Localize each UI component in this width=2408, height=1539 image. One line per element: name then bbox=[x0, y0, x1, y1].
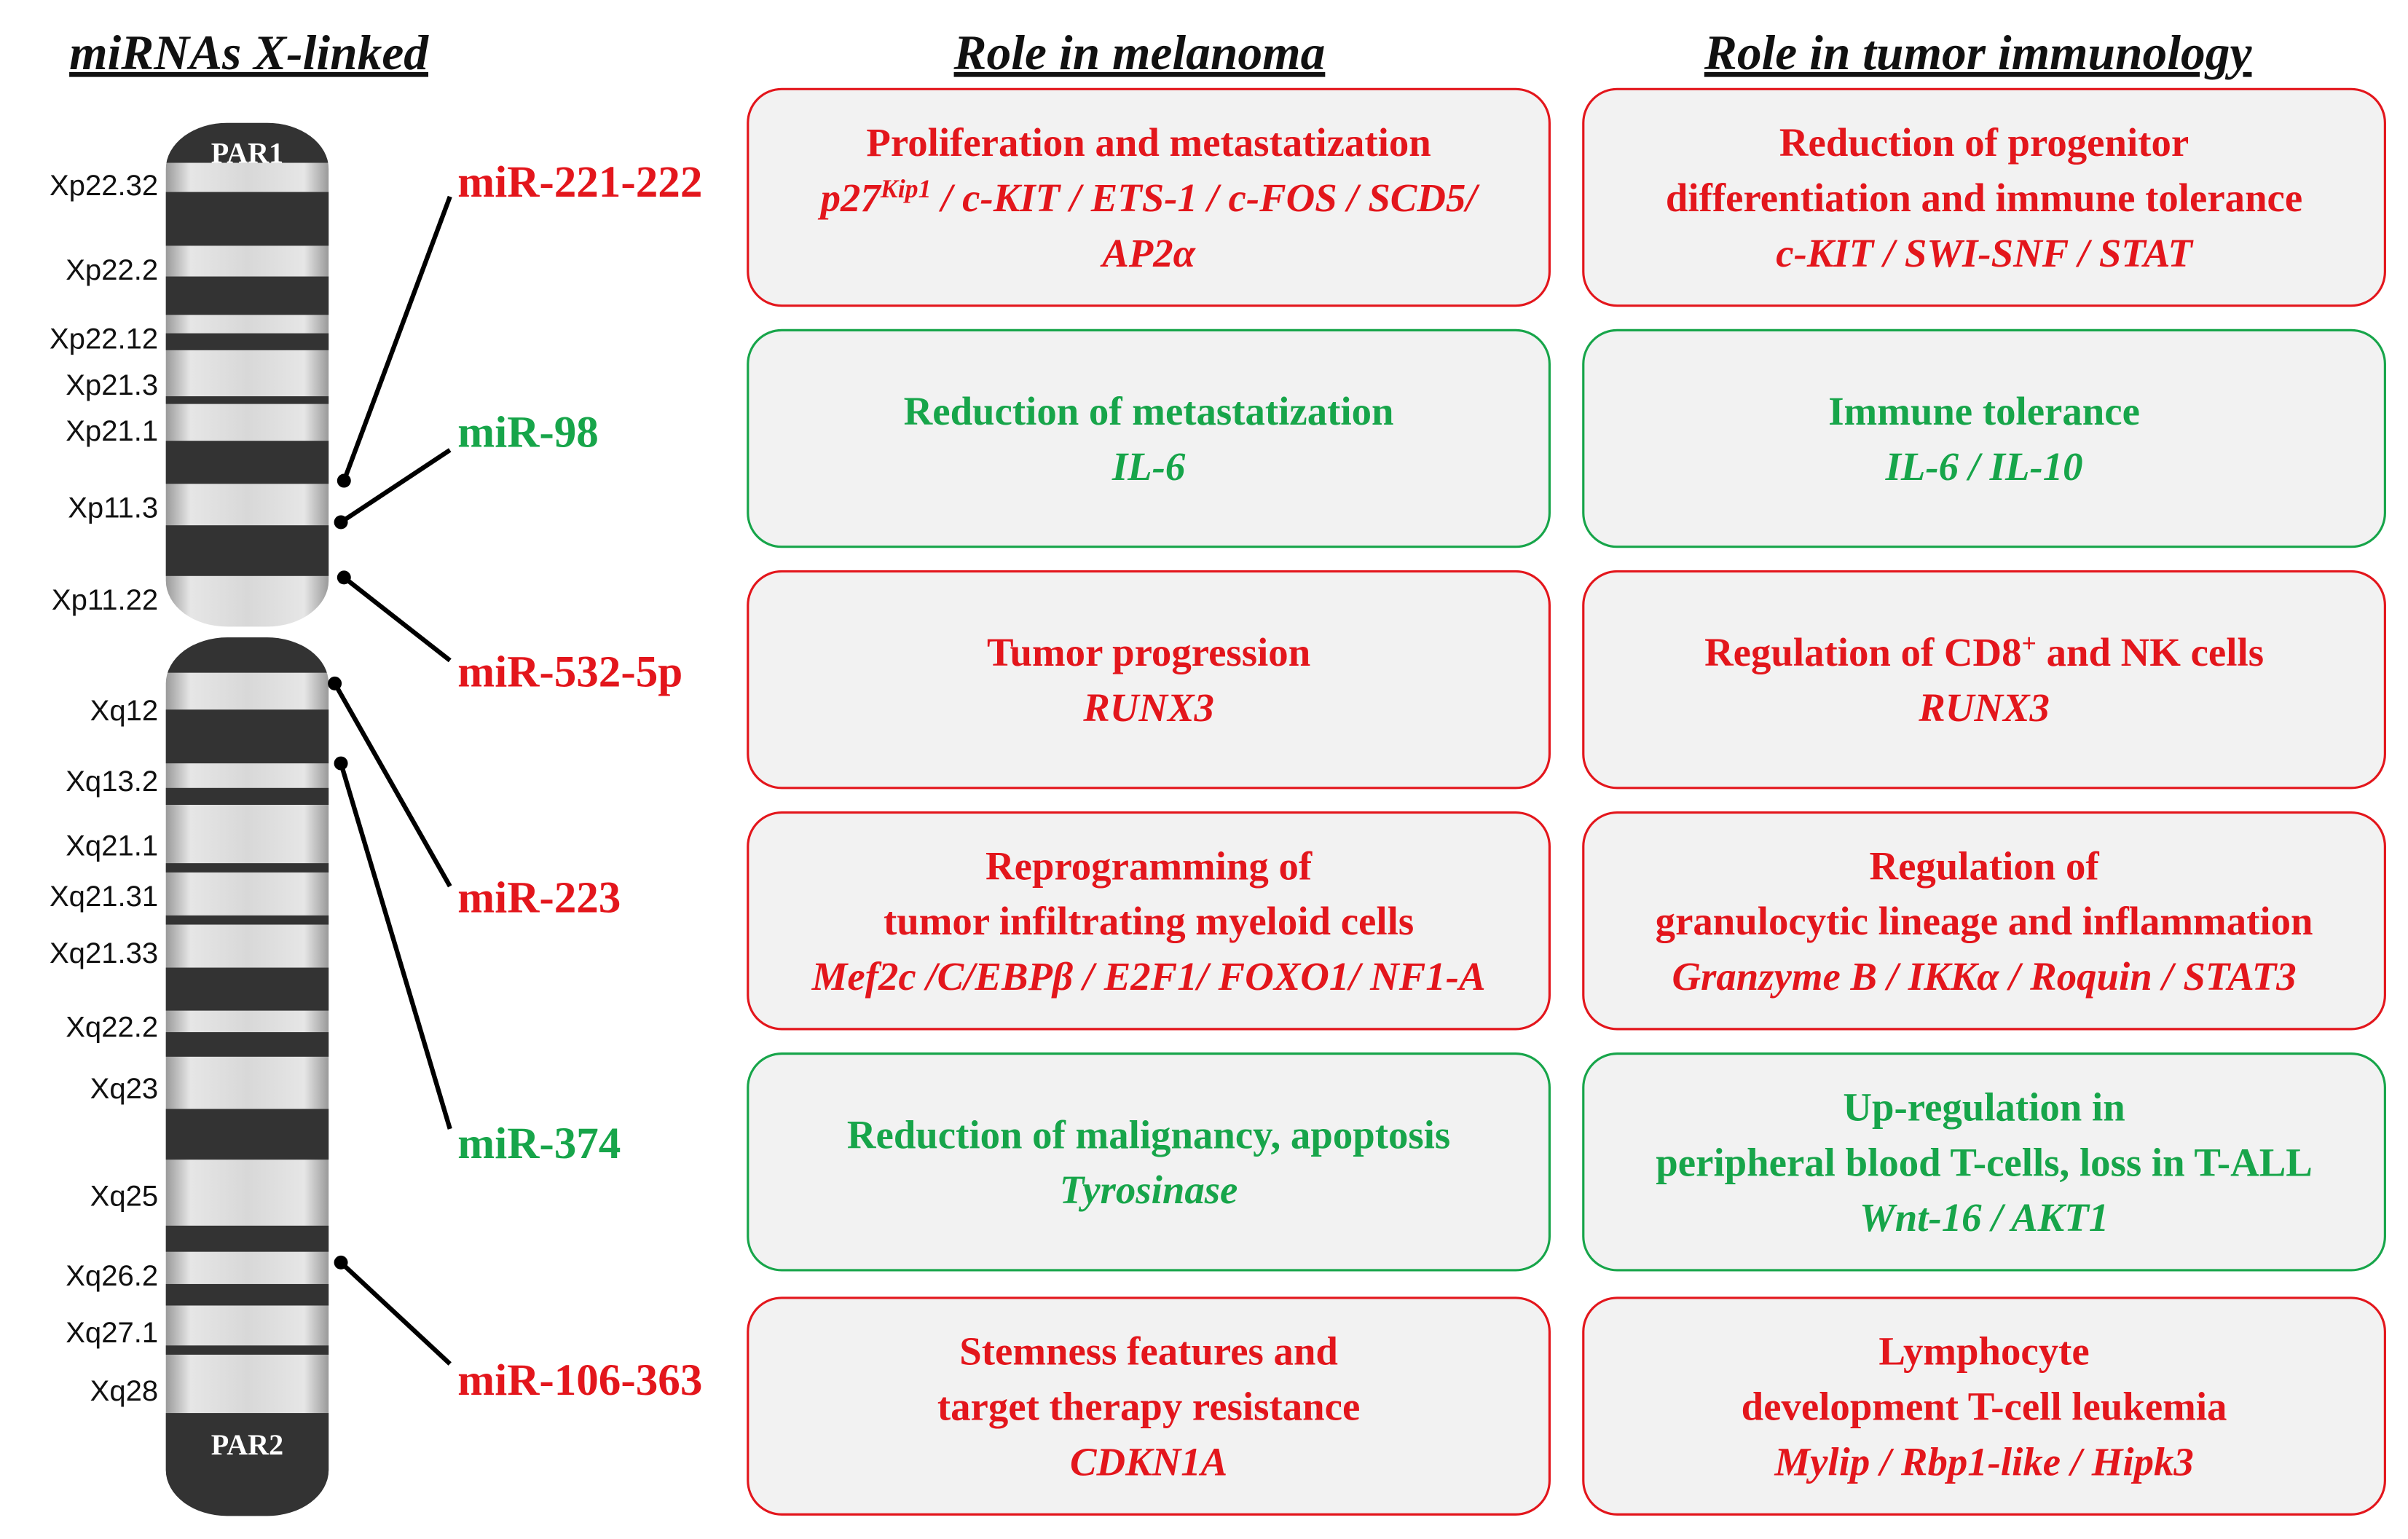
band-label: Xq25 bbox=[90, 1180, 159, 1212]
text-part: Regulation of CD8 bbox=[1704, 630, 2021, 674]
connector-dot bbox=[337, 473, 351, 488]
connector bbox=[339, 1261, 452, 1366]
band-label: Xq26.2 bbox=[66, 1260, 158, 1292]
text-line: Regulation of bbox=[1870, 843, 2100, 888]
band-label: Xp21.1 bbox=[66, 415, 158, 447]
role-box bbox=[1582, 328, 2386, 548]
text-line: Lymphocyte bbox=[1878, 1329, 2089, 1374]
gene-line: IL-6 / IL-10 bbox=[1885, 444, 2083, 489]
band-label: Xp11.22 bbox=[52, 584, 158, 616]
band-label: Xq21.1 bbox=[66, 830, 158, 862]
text-part: and NK cells bbox=[2037, 630, 2264, 674]
role-box bbox=[747, 1052, 1551, 1272]
band-label: Xq12 bbox=[90, 695, 159, 727]
mirna-label: miR-532-5p bbox=[457, 648, 682, 697]
band-label: Xp11.3 bbox=[68, 492, 158, 524]
connector-dot bbox=[337, 570, 351, 585]
role-box bbox=[747, 570, 1551, 790]
gene-line: RUNX3 bbox=[1918, 685, 2050, 730]
connector bbox=[342, 575, 452, 663]
text-line: Tumor progression bbox=[987, 630, 1310, 674]
text-line: Reduction of malignancy, apoptosis bbox=[847, 1112, 1450, 1157]
column-header: Role in melanoma bbox=[953, 25, 1326, 80]
chromosome: PAR1 PAR2 bbox=[165, 122, 329, 1516]
band-label: Xq22.2 bbox=[66, 1011, 158, 1043]
mirna-label: miR-374 bbox=[457, 1119, 621, 1168]
role-box bbox=[1582, 1052, 2386, 1272]
band-label: Xq21.33 bbox=[50, 937, 158, 969]
mirna-label: miR-98 bbox=[457, 409, 599, 457]
connector bbox=[339, 763, 452, 1130]
gene-line: RUNX3 bbox=[1082, 685, 1214, 730]
gene-line: Tyrosinase bbox=[1060, 1168, 1238, 1212]
par-label: PAR2 bbox=[211, 1428, 283, 1461]
q-arm bbox=[165, 637, 329, 1516]
role-box bbox=[1582, 811, 2386, 1031]
band-label: Xq28 bbox=[90, 1375, 159, 1407]
text-line: Up-regulation in bbox=[1843, 1085, 2125, 1129]
role-box bbox=[1582, 570, 2386, 790]
q-bands bbox=[165, 637, 329, 1516]
mirna-label: miR-223 bbox=[457, 874, 621, 923]
gene-line: Mef2c /C/EBPβ / E2F1/ FOXO1/ NF1-A bbox=[811, 954, 1486, 999]
band-label: Xp22.12 bbox=[50, 323, 158, 355]
text-line: target therapy resistance bbox=[937, 1385, 1360, 1429]
par-label: PAR1 bbox=[211, 137, 283, 170]
gene-line: Mylip / Rbp1-like / Hipk3 bbox=[1774, 1439, 2193, 1484]
connector-dot bbox=[334, 756, 348, 771]
text-part: p27 bbox=[818, 176, 883, 220]
text-line: granulocytic lineage and inflammation bbox=[1656, 899, 2313, 943]
band-label: Xp22.32 bbox=[50, 170, 158, 202]
text-line: Stemness features and bbox=[959, 1329, 1338, 1374]
gene-line: IL-6 bbox=[1111, 444, 1186, 489]
superscript: + bbox=[2022, 629, 2037, 658]
connector bbox=[339, 448, 452, 524]
superscript: Kip1 bbox=[880, 174, 932, 203]
text-line: tumor infiltrating myeloid cells bbox=[884, 899, 1414, 943]
text-line: Reduction of metastatization bbox=[904, 389, 1394, 433]
gene-line: CDKN1A bbox=[1070, 1439, 1227, 1484]
text-line: development T-cell leukemia bbox=[1742, 1385, 2227, 1429]
gene-line: p27Kip1 / c-KIT / ETS-1 / c-FOS / SCD5/ bbox=[818, 174, 1481, 220]
gene-line: Granzyme B / IKKα / Roquin / STAT3 bbox=[1672, 954, 2296, 999]
p-arm bbox=[165, 122, 329, 627]
column-header: Role in tumor immunology bbox=[1704, 25, 2253, 80]
text-part: / c-KIT / ETS-1 / c-FOS / SCD5/ bbox=[931, 176, 1480, 220]
band-label: Xq13.2 bbox=[66, 765, 158, 798]
role-box bbox=[747, 811, 1551, 1031]
connector-dot bbox=[328, 676, 342, 690]
role-box bbox=[1582, 87, 2386, 307]
text-line: peripheral blood T-cells, loss in T-ALL bbox=[1656, 1140, 2313, 1184]
gene-line: AP2α bbox=[1100, 231, 1196, 275]
text-line: differentiation and immune tolerance bbox=[1666, 176, 2302, 220]
role-box bbox=[1582, 1296, 2386, 1516]
connector bbox=[342, 195, 452, 482]
mirna-label: miR-106-363 bbox=[457, 1356, 702, 1405]
band-label: Xq27.1 bbox=[66, 1317, 158, 1349]
text-line: Immune tolerance bbox=[1828, 389, 2140, 433]
connector-dot bbox=[334, 515, 348, 530]
gene-line: Wnt-16 / AKT1 bbox=[1860, 1195, 2109, 1240]
role-box bbox=[747, 1296, 1551, 1516]
band-label: Xq21.31 bbox=[50, 881, 158, 913]
text-line: Reduction of progenitor bbox=[1779, 120, 2189, 165]
gene-line: c-KIT / SWI-SNF / STAT bbox=[1776, 231, 2194, 275]
text-line: Regulation of CD8+ and NK cells bbox=[1704, 629, 2264, 674]
band-label: Xp22.2 bbox=[66, 254, 158, 286]
connector bbox=[332, 682, 452, 888]
role-box bbox=[747, 328, 1551, 548]
band-label: Xp21.3 bbox=[66, 369, 158, 401]
role-box bbox=[747, 87, 1551, 307]
mirna-label: miR-221-222 bbox=[457, 158, 702, 207]
title: miRNAs X-linked bbox=[69, 25, 429, 80]
connector-dot bbox=[334, 1255, 348, 1270]
text-line: Proliferation and metastatization bbox=[866, 120, 1431, 165]
band-label: Xq23 bbox=[90, 1073, 159, 1105]
text-line: Reprogramming of bbox=[985, 843, 1313, 888]
p-bands bbox=[165, 122, 329, 576]
